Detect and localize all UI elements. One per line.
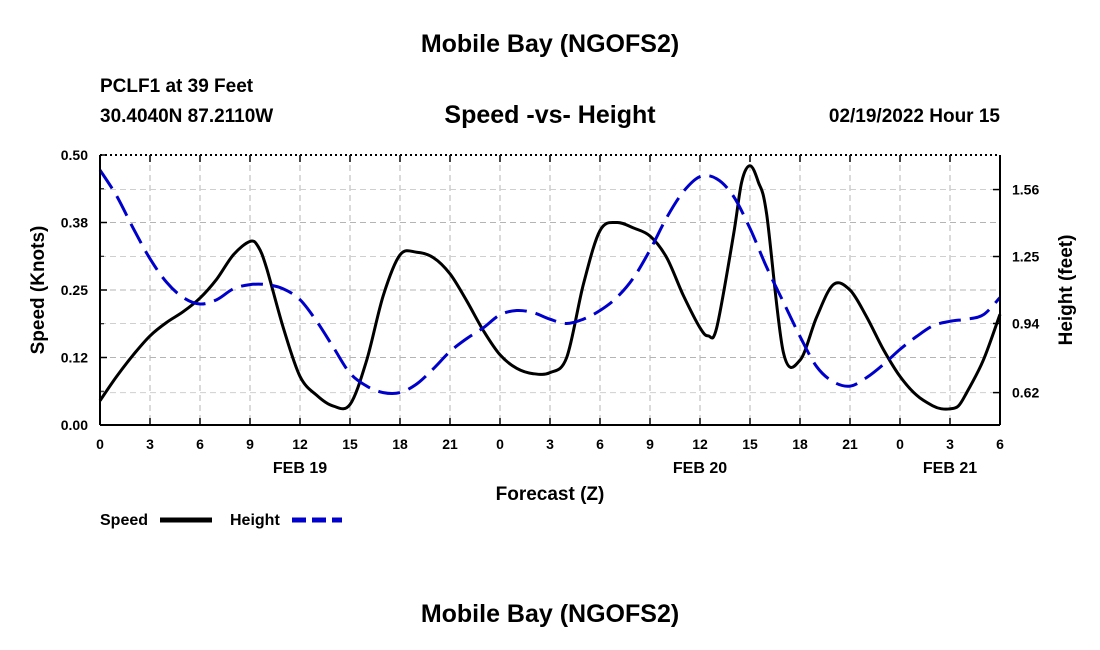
axis-ticks: 0 3 6 9 12 15 18 21 0 3 6 9 12 15 18 21 0 3 6 FEB 19 FEB 20 F… (61, 147, 1040, 477)
x-tick-label: 12 (292, 436, 308, 452)
x-tick-label: 18 (792, 436, 808, 452)
x-tick-label: 0 (496, 436, 504, 452)
x-axis-label: Forecast (Z) (496, 484, 605, 505)
series-line-speed (98, 164, 1002, 411)
x-tick-label: 6 (196, 436, 204, 452)
station-label: PCLF1 at 39 Feet (100, 76, 254, 97)
y-right-tick-label: 0.62 (1012, 385, 1039, 401)
x-tick-label: 9 (646, 436, 654, 452)
y-left-tick-label: 0.50 (61, 147, 88, 163)
x-tick-label: 12 (692, 436, 708, 452)
y-right-tick-label: 0.94 (1012, 315, 1039, 331)
date-label: FEB 20 (673, 460, 727, 477)
x-tick-label: 3 (946, 436, 954, 452)
series-lines (98, 164, 1002, 411)
y-right-tick-label: 1.56 (1012, 182, 1039, 198)
x-tick-label: 21 (842, 436, 858, 452)
legend-height-label: Height (230, 512, 280, 529)
forecast-datetime: 02/19/2022 Hour 15 (828, 106, 1000, 127)
date-label: FEB 21 (923, 460, 977, 477)
x-tick-label: 0 (96, 436, 104, 452)
grid (100, 155, 1000, 425)
y-left-tick-label: 0.38 (61, 215, 88, 231)
x-tick-label: 6 (996, 436, 1004, 452)
legend: Speed Height (100, 512, 342, 529)
legend-speed-label: Speed (100, 512, 148, 529)
y-axis-right-label: Height (feet) (1056, 235, 1077, 346)
x-tick-label: 9 (246, 436, 254, 452)
x-tick-label: 3 (546, 436, 554, 452)
x-tick-label: 15 (742, 436, 758, 452)
y-axis-left-label: Speed (Knots) (28, 226, 49, 355)
y-left-tick-label: 0.12 (61, 350, 88, 366)
main-title: Mobile Bay (NGOFS2) (420, 30, 680, 58)
series-line-height (98, 169, 1002, 396)
x-tick-label: 0 (896, 436, 904, 452)
x-tick-label: 6 (596, 436, 604, 452)
chart-title: Speed -vs- Height (444, 101, 656, 129)
station-coordinates: 30.4040N 87.2110W (100, 106, 274, 127)
y-left-tick-label: 0.25 (61, 282, 88, 298)
x-tick-label: 21 (442, 436, 458, 452)
x-tick-label: 3 (146, 436, 154, 452)
y-right-tick-label: 1.25 (1012, 249, 1039, 265)
y-left-tick-label: 0.00 (61, 417, 88, 433)
x-tick-label: 15 (342, 436, 358, 452)
date-label: FEB 19 (273, 460, 327, 477)
footer-title: Mobile Bay (NGOFS2) (420, 600, 680, 628)
x-tick-label: 18 (392, 436, 408, 452)
